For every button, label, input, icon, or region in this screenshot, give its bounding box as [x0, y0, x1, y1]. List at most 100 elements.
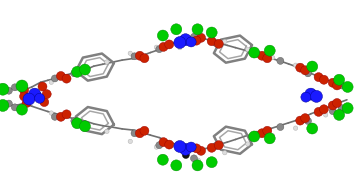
Circle shape	[179, 143, 192, 155]
Circle shape	[207, 37, 216, 46]
Circle shape	[11, 84, 18, 91]
Circle shape	[80, 125, 84, 129]
Circle shape	[257, 129, 267, 138]
Circle shape	[293, 63, 298, 67]
Circle shape	[264, 45, 275, 56]
Circle shape	[165, 140, 174, 149]
Circle shape	[79, 64, 91, 75]
Circle shape	[0, 99, 9, 112]
Circle shape	[16, 80, 28, 92]
Circle shape	[306, 91, 313, 98]
Circle shape	[223, 39, 227, 44]
Circle shape	[186, 37, 196, 47]
Circle shape	[131, 53, 138, 60]
Circle shape	[40, 98, 49, 107]
Circle shape	[51, 113, 58, 120]
Circle shape	[62, 74, 71, 83]
Circle shape	[196, 33, 206, 42]
Circle shape	[19, 92, 29, 101]
Circle shape	[72, 118, 83, 129]
Circle shape	[304, 117, 312, 125]
Circle shape	[212, 142, 219, 149]
Circle shape	[212, 40, 219, 47]
Circle shape	[304, 70, 312, 77]
Circle shape	[206, 27, 217, 38]
Circle shape	[5, 87, 12, 94]
Circle shape	[156, 142, 163, 149]
Circle shape	[192, 36, 201, 45]
Circle shape	[324, 113, 328, 117]
Circle shape	[135, 129, 144, 138]
Circle shape	[174, 36, 186, 49]
Circle shape	[310, 90, 322, 102]
Circle shape	[257, 51, 267, 60]
Circle shape	[174, 140, 186, 153]
Circle shape	[51, 75, 58, 82]
Circle shape	[156, 46, 163, 53]
Circle shape	[159, 138, 168, 147]
Circle shape	[56, 71, 65, 81]
Circle shape	[314, 107, 323, 116]
Circle shape	[105, 129, 109, 134]
Circle shape	[253, 50, 260, 57]
Circle shape	[249, 131, 260, 142]
Circle shape	[178, 145, 182, 149]
Circle shape	[277, 123, 284, 131]
Circle shape	[263, 126, 272, 135]
Circle shape	[214, 141, 223, 150]
Circle shape	[154, 145, 159, 149]
Circle shape	[79, 121, 91, 132]
Circle shape	[338, 105, 345, 112]
Circle shape	[157, 154, 169, 165]
Circle shape	[214, 39, 223, 48]
Circle shape	[314, 73, 323, 82]
Circle shape	[135, 51, 144, 60]
Circle shape	[246, 47, 250, 52]
Circle shape	[329, 79, 336, 86]
Circle shape	[307, 61, 318, 72]
Circle shape	[71, 70, 78, 77]
Circle shape	[157, 30, 169, 41]
Circle shape	[333, 74, 345, 85]
Circle shape	[16, 104, 28, 115]
Circle shape	[192, 160, 203, 171]
Circle shape	[328, 78, 337, 87]
Circle shape	[128, 51, 132, 56]
Circle shape	[329, 108, 336, 115]
Circle shape	[171, 160, 182, 171]
Circle shape	[80, 65, 84, 70]
Circle shape	[190, 33, 198, 40]
Circle shape	[71, 117, 78, 125]
Circle shape	[338, 82, 345, 89]
Circle shape	[29, 88, 41, 100]
Circle shape	[49, 80, 53, 84]
Circle shape	[23, 93, 35, 105]
Circle shape	[270, 133, 275, 138]
Circle shape	[192, 144, 201, 153]
Circle shape	[301, 114, 310, 123]
Circle shape	[332, 81, 342, 90]
Circle shape	[178, 45, 182, 50]
Circle shape	[192, 24, 203, 35]
Circle shape	[301, 66, 310, 75]
Circle shape	[0, 83, 9, 95]
Circle shape	[263, 54, 272, 63]
Circle shape	[19, 86, 29, 95]
Circle shape	[328, 101, 337, 110]
Circle shape	[171, 24, 182, 35]
Circle shape	[154, 45, 159, 50]
Circle shape	[246, 142, 250, 146]
Circle shape	[165, 40, 174, 49]
Circle shape	[270, 55, 275, 60]
Circle shape	[5, 100, 12, 107]
Circle shape	[301, 92, 311, 102]
Circle shape	[206, 157, 217, 168]
Circle shape	[296, 63, 305, 72]
Circle shape	[140, 126, 149, 135]
Circle shape	[196, 158, 200, 163]
Circle shape	[249, 47, 260, 58]
Circle shape	[223, 150, 227, 155]
Circle shape	[253, 131, 260, 138]
Circle shape	[319, 75, 329, 84]
Circle shape	[296, 116, 305, 125]
